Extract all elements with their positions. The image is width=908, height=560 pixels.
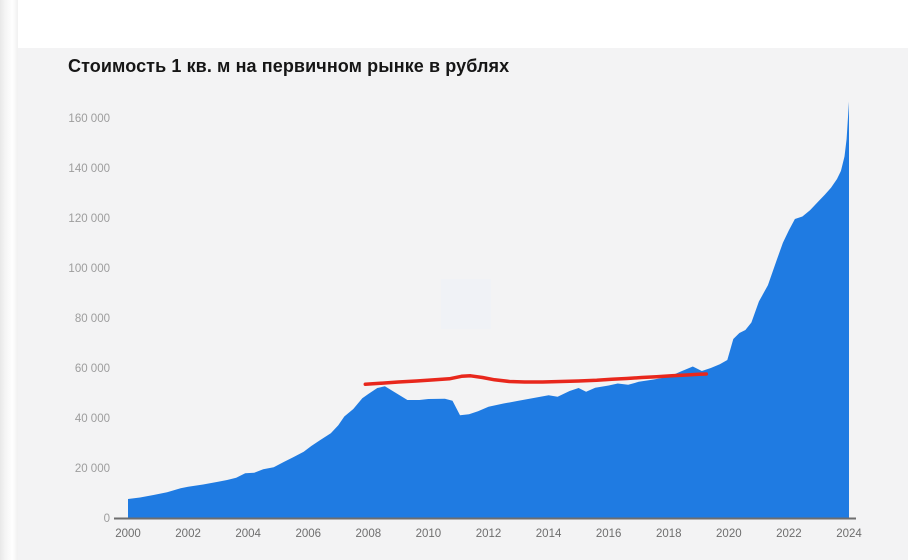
y-axis-tick-label: 120 000	[68, 213, 110, 225]
x-axis-tick-label: 2016	[595, 528, 622, 540]
chart-card: Стоимость 1 кв. м на первичном рынке в р…	[18, 48, 908, 560]
x-axis-tick-label: 2012	[475, 528, 502, 540]
price-area-series	[128, 101, 849, 519]
y-axis-tick-label: 40 000	[74, 413, 110, 425]
y-axis-tick-label: 20 000	[74, 463, 110, 475]
watermark-artifact	[441, 279, 491, 329]
y-axis-tick-label: 100 000	[68, 263, 110, 275]
y-axis-tick-label: 140 000	[68, 163, 110, 175]
x-axis-tick-label: 2006	[295, 528, 322, 540]
trend-annotation-line	[363, 372, 709, 387]
price-chart-svg	[114, 101, 856, 520]
page-left-edge	[0, 0, 18, 560]
x-axis-tick-label: 2020	[716, 528, 742, 540]
x-axis-tick-label: 2002	[175, 528, 201, 540]
x-axis-tick-label: 2022	[776, 528, 802, 540]
x-axis-tick-label: 2000	[115, 528, 141, 540]
x-axis-tick-label: 2010	[415, 528, 442, 540]
x-axis-tick-label: 2024	[836, 528, 862, 540]
x-axis-tick-label: 2018	[655, 528, 682, 540]
x-axis-tick-label: 2014	[535, 528, 562, 540]
x-axis-tick-label: 2008	[355, 528, 382, 540]
y-axis-tick-label: 160 000	[68, 113, 110, 125]
chart-title: Стоимость 1 кв. м на первичном рынке в р…	[68, 56, 510, 76]
y-axis-tick-label: 0	[103, 513, 110, 525]
y-axis-tick-label: 80 000	[74, 313, 110, 325]
y-axis-tick-label: 60 000	[74, 363, 110, 375]
x-axis-tick-label: 2004	[235, 528, 261, 540]
